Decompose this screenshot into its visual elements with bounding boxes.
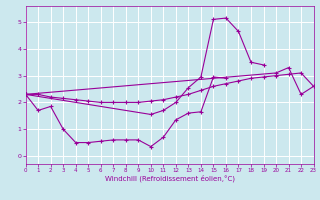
X-axis label: Windchill (Refroidissement éolien,°C): Windchill (Refroidissement éolien,°C) xyxy=(105,175,235,182)
